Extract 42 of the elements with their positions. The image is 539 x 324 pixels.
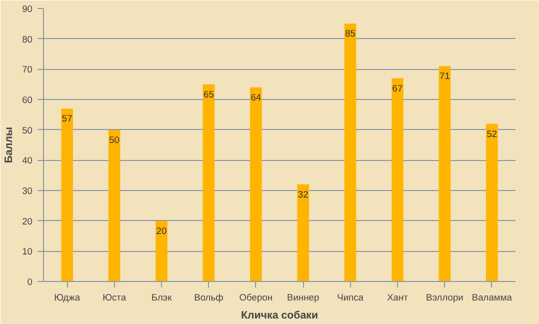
y-tick-label: 50	[22, 125, 33, 136]
y-tick-label: 70	[22, 64, 33, 75]
x-tick-label: Блэк	[151, 292, 173, 302]
bar	[297, 184, 309, 282]
bar	[250, 87, 262, 282]
data-label: 65	[204, 89, 214, 100]
x-tick-label: Оберон	[239, 292, 273, 302]
y-tick-label: 90	[22, 4, 33, 14]
x-tick-label: Вольф	[194, 292, 224, 302]
data-label: 20	[156, 226, 167, 236]
bar	[61, 108, 73, 282]
data-label: 71	[440, 71, 450, 82]
bar	[202, 84, 215, 282]
x-tick-label: Юджа	[54, 292, 81, 302]
bar	[438, 66, 451, 282]
data-label: 32	[298, 190, 308, 200]
y-tick-label: 0	[27, 277, 33, 287]
data-label: 67	[392, 83, 403, 94]
bar	[108, 130, 120, 282]
y-tick-label: 60	[22, 95, 33, 105]
x-tick-label: Чипса	[337, 292, 364, 302]
x-tick-label: Юста	[102, 292, 127, 302]
x-tick-label: Хант	[387, 292, 409, 302]
y-tick-label: 10	[22, 246, 33, 257]
y-tick-label: 80	[22, 34, 33, 44]
y-tick-label: 30	[22, 186, 33, 196]
bar	[392, 78, 404, 282]
bar	[156, 220, 168, 282]
data-label: 50	[109, 134, 120, 145]
data-label: 52	[486, 128, 498, 139]
y-tick-label: 40	[22, 156, 33, 166]
y-axis-title: Баллы	[3, 126, 16, 164]
bar	[486, 124, 498, 282]
x-tick-label: Виннер	[287, 292, 320, 302]
data-label: 85	[345, 28, 356, 39]
x-axis-title: Кличка собаки	[240, 310, 318, 322]
x-tick-label: Валамма	[472, 292, 513, 302]
x-tick-label: Вэллори	[426, 292, 464, 302]
y-tick-label: 20	[22, 216, 33, 226]
data-label: 57	[62, 114, 72, 124]
data-label: 64	[250, 92, 262, 102]
bar	[344, 24, 356, 282]
